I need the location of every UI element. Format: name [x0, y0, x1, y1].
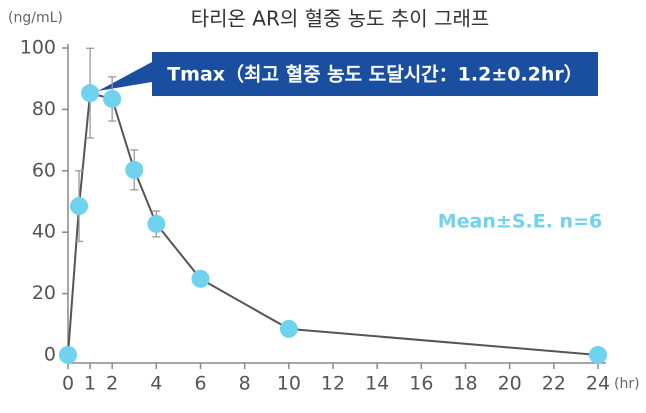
legend-note: Mean±S.E. n=6 — [438, 211, 602, 233]
callout-box — [152, 52, 598, 96]
x-tick-label: 4 — [150, 373, 162, 395]
data-point — [191, 269, 210, 288]
y-tick-label: 100 — [20, 37, 56, 59]
x-tick-label: 10 — [277, 373, 301, 395]
y-tick-label: 20 — [32, 282, 56, 304]
x-tick-label: 2 — [106, 373, 118, 395]
x-tick-label: 1 — [84, 373, 96, 395]
annotation: Tmax（최고 혈중 농도 도달시간：1.2±0.2hr） — [167, 63, 583, 86]
data-point — [147, 214, 166, 233]
x-tick-label: 22 — [542, 373, 566, 395]
callout-pointer — [98, 62, 152, 91]
x-unit: (hr) — [614, 376, 640, 392]
data-point — [279, 319, 298, 338]
y-tick-label: 40 — [32, 221, 56, 243]
y-unit: (ng/mL) — [8, 10, 63, 26]
data-point — [125, 160, 144, 179]
y-tick-label: 80 — [32, 98, 56, 120]
chart-title: 타리온 AR의 혈중 농도 추이 그래프 — [191, 7, 490, 31]
y-tick-label: 60 — [32, 159, 56, 181]
x-tick-label: 6 — [194, 373, 206, 395]
data-point — [59, 346, 77, 364]
x-tick-label: 8 — [239, 373, 251, 395]
x-tick-label: 16 — [409, 373, 433, 395]
x-tick-label: 24 — [586, 373, 610, 395]
x-tick-label: 12 — [321, 373, 345, 395]
y-tick-label: 0 — [44, 344, 56, 366]
data-point — [589, 346, 607, 364]
data-point — [70, 197, 89, 216]
data-point — [81, 84, 100, 103]
data-point — [103, 89, 122, 108]
x-tick-label: 18 — [453, 373, 477, 395]
x-tick-label: 20 — [498, 373, 522, 395]
x-tick-label: 0 — [62, 373, 74, 395]
x-tick-label: 14 — [365, 373, 389, 395]
